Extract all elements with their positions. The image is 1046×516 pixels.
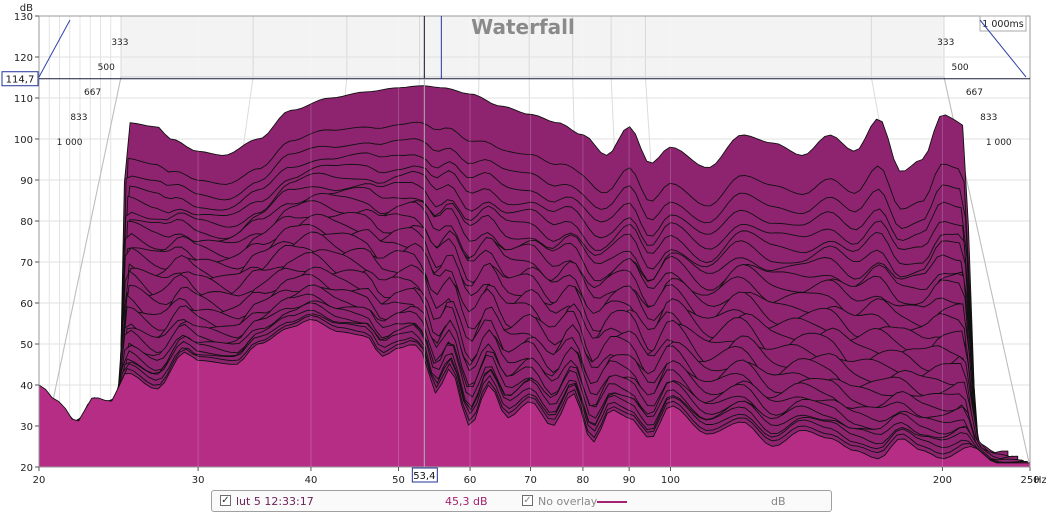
x-tick-label: 100 bbox=[661, 475, 680, 486]
y-tick-label: 40 bbox=[20, 381, 33, 392]
waterfall-slice bbox=[38, 319, 1031, 468]
x-tick-label: 40 bbox=[305, 475, 318, 486]
time-tick-label-left: 333 bbox=[111, 38, 128, 48]
x-tick-label: 200 bbox=[933, 475, 952, 486]
y-tick-label: 90 bbox=[20, 176, 33, 187]
series-value: 45,3 dB bbox=[445, 495, 488, 508]
x-tick-label: 60 bbox=[464, 475, 477, 486]
series-line-swatch bbox=[597, 501, 627, 503]
overlay-unit: dB bbox=[771, 495, 786, 508]
x-tick-label: 30 bbox=[192, 475, 205, 486]
time-tick-label-right: 667 bbox=[966, 88, 983, 98]
y-tick-label: 60 bbox=[20, 299, 33, 310]
x-tick-label: 90 bbox=[623, 475, 636, 486]
series-label: lut 5 12:33:17 bbox=[236, 495, 314, 508]
time-tick-label-left: 833 bbox=[70, 113, 87, 123]
y-tick-label: 110 bbox=[14, 94, 33, 105]
x-tick-label: 250 bbox=[1020, 475, 1039, 486]
x-unit-label: Hz bbox=[1034, 475, 1046, 486]
time-axis-right bbox=[979, 19, 1027, 78]
y-tick-label: 50 bbox=[20, 340, 33, 351]
cursor-y-box bbox=[1, 71, 39, 87]
legend-bar: ✓ lut 5 12:33:17 45,3 dB ✓ No overlay dB bbox=[211, 490, 832, 512]
waterfall-slices bbox=[38, 85, 1031, 468]
time-tick-label-right: 833 bbox=[980, 113, 997, 123]
overlay-label: No overlay bbox=[538, 495, 598, 508]
cursor-y-label: 114,7 bbox=[6, 75, 35, 86]
chart-title: Waterfall bbox=[471, 15, 575, 39]
y-tick-label: 30 bbox=[20, 422, 33, 433]
series-checkbox[interactable]: ✓ bbox=[220, 495, 231, 506]
back-wall bbox=[120, 15, 945, 78]
time-tick-label-right: 1 000 bbox=[986, 138, 1012, 148]
x-tick-label: 50 bbox=[392, 475, 405, 486]
y-unit-label: dB bbox=[20, 3, 33, 14]
time-end-label: 1 000ms bbox=[982, 19, 1023, 30]
x-tick-label: 20 bbox=[33, 475, 46, 486]
time-tick-label-left: 1 000 bbox=[57, 138, 83, 148]
y-tick-label: 80 bbox=[20, 217, 33, 228]
time-end-box bbox=[979, 15, 1027, 32]
y-tick-label: 70 bbox=[20, 258, 33, 269]
plot-frame bbox=[38, 15, 1031, 468]
time-axis-left bbox=[38, 19, 71, 78]
time-tick-label-left: 667 bbox=[84, 88, 101, 98]
x-tick-label: 80 bbox=[577, 475, 590, 486]
cursor-x-box bbox=[411, 467, 438, 483]
axes: 20 30 40 50 60 70 80 90 100 110 120 130 20 30 40 50 60 70… bbox=[14, 3, 1046, 486]
y-tick-label: 100 bbox=[14, 135, 33, 146]
cursor[interactable]: 114,7 53,4 bbox=[1, 16, 1030, 483]
y-tick-label: 130 bbox=[14, 12, 33, 23]
cursor-x-label: 53,4 bbox=[413, 471, 435, 482]
y-tick-label: 20 bbox=[20, 463, 33, 474]
time-tick-label-right: 333 bbox=[937, 38, 954, 48]
y-tick-label: 120 bbox=[14, 53, 33, 64]
time-tick-label-right: 500 bbox=[951, 63, 968, 73]
x-tick-label: 70 bbox=[524, 475, 537, 486]
overlay-checkbox[interactable]: ✓ bbox=[522, 495, 533, 506]
time-tick-label-left: 500 bbox=[98, 63, 115, 73]
